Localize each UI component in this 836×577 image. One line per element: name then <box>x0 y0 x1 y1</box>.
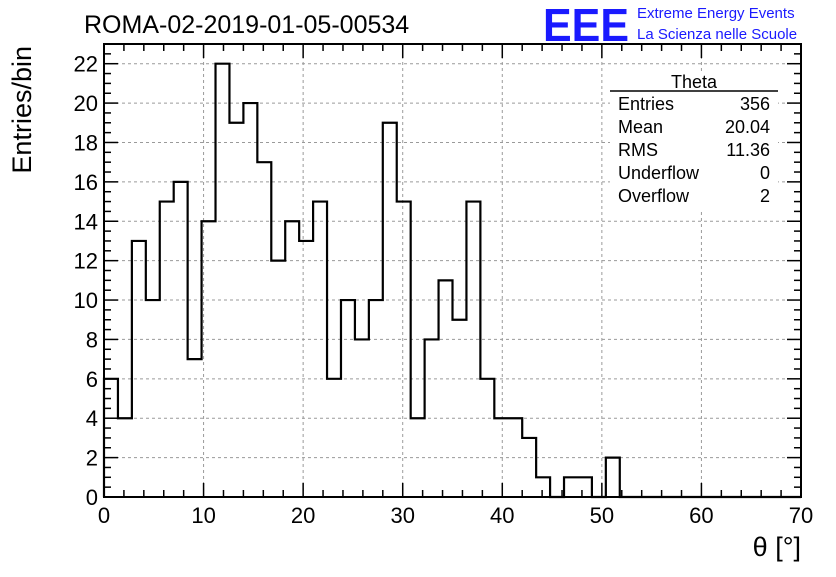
x-tick-label: 30 <box>390 503 414 528</box>
histogram-bin <box>243 103 257 497</box>
histogram-bin <box>229 123 243 497</box>
histogram-bin <box>299 241 313 497</box>
histogram-bin <box>536 477 550 497</box>
chart-title: ROMA-02-2019-01-05-00534 <box>84 11 409 39</box>
histogram-bin <box>369 300 383 497</box>
histogram-bin <box>411 418 425 497</box>
histogram-bin <box>132 241 146 497</box>
stats-row-value: 0 <box>760 163 770 183</box>
eee-logo: EEE Extreme Energy Events La Scienza nel… <box>543 0 797 51</box>
x-tick-label: 60 <box>689 503 713 528</box>
x-tick-label: 20 <box>291 503 315 528</box>
histogram-bin <box>466 202 480 497</box>
x-axis-label: θ [°] <box>753 532 801 562</box>
y-tick-label: 4 <box>86 406 98 431</box>
y-axis-label: Entries/bin <box>7 46 37 174</box>
y-tick-label: 16 <box>74 170 98 195</box>
x-tick-label: 50 <box>590 503 614 528</box>
histogram-bin <box>355 339 369 497</box>
histogram-bin <box>480 379 494 497</box>
histogram-bin <box>174 182 188 497</box>
histogram-bin <box>425 339 439 497</box>
y-tick-label: 14 <box>74 209 98 234</box>
histogram-bin <box>118 418 132 497</box>
y-tick-label: 20 <box>74 91 98 116</box>
histogram-bin <box>188 359 202 497</box>
logo-line-1: Extreme Energy Events <box>637 5 795 22</box>
y-tick-label: 12 <box>74 249 98 274</box>
histogram-bin <box>564 477 578 497</box>
histogram-bin <box>508 418 522 497</box>
stats-row-label: Mean <box>618 117 663 137</box>
histogram-bin <box>202 221 216 497</box>
histogram-bin <box>257 162 271 497</box>
histogram-bin <box>453 320 467 497</box>
y-tick-label: 22 <box>74 52 98 77</box>
y-tick-label: 8 <box>86 327 98 352</box>
y-tick-label: 10 <box>74 288 98 313</box>
stats-box: Theta Entries 356 Mean 20.04 RMS 11.36 Underfl… <box>610 72 778 210</box>
stats-row-label: RMS <box>618 140 658 160</box>
logo-line-2: La Scienza nelle Scuole <box>637 26 797 43</box>
stats-row-label: Underflow <box>618 163 700 183</box>
histogram-bin <box>285 221 299 497</box>
histogram-bin <box>216 64 230 497</box>
histogram-bin <box>439 280 453 497</box>
histogram-bin <box>494 418 508 497</box>
y-tick-label: 6 <box>86 367 98 392</box>
stats-row-value: 2 <box>760 186 770 206</box>
histogram-bin <box>341 300 355 497</box>
histogram-bin <box>146 300 160 497</box>
stats-row-label: Overflow <box>618 186 690 206</box>
stats-row-value: 20.04 <box>725 117 770 137</box>
stats-row-value: 11.36 <box>726 140 770 160</box>
x-tick-label: 40 <box>490 503 514 528</box>
histogram-bin <box>383 123 397 497</box>
histogram-bin <box>397 202 411 497</box>
x-tick-label: 0 <box>98 503 110 528</box>
histogram-bins <box>104 64 620 497</box>
stats-row-label: Entries <box>618 94 674 114</box>
histogram-bin <box>271 261 285 497</box>
histogram-bin <box>160 202 174 497</box>
histogram-bin <box>522 438 536 497</box>
stats-row-value: 356 <box>740 94 770 114</box>
histogram-bin <box>606 458 620 497</box>
histogram-bin <box>578 477 592 497</box>
x-tick-label: 10 <box>191 503 215 528</box>
x-tick-label: 70 <box>789 503 813 528</box>
histogram-bin <box>327 379 341 497</box>
histogram-bin <box>313 202 327 497</box>
stats-title: Theta <box>671 72 718 92</box>
eee-logo-mark: EEE <box>543 0 629 51</box>
y-tick-label: 0 <box>86 485 98 510</box>
axis-ticks <box>103 43 802 498</box>
histogram-outline <box>102 62 801 499</box>
y-tick-label: 2 <box>86 446 98 471</box>
y-tick-label: 18 <box>74 130 98 155</box>
